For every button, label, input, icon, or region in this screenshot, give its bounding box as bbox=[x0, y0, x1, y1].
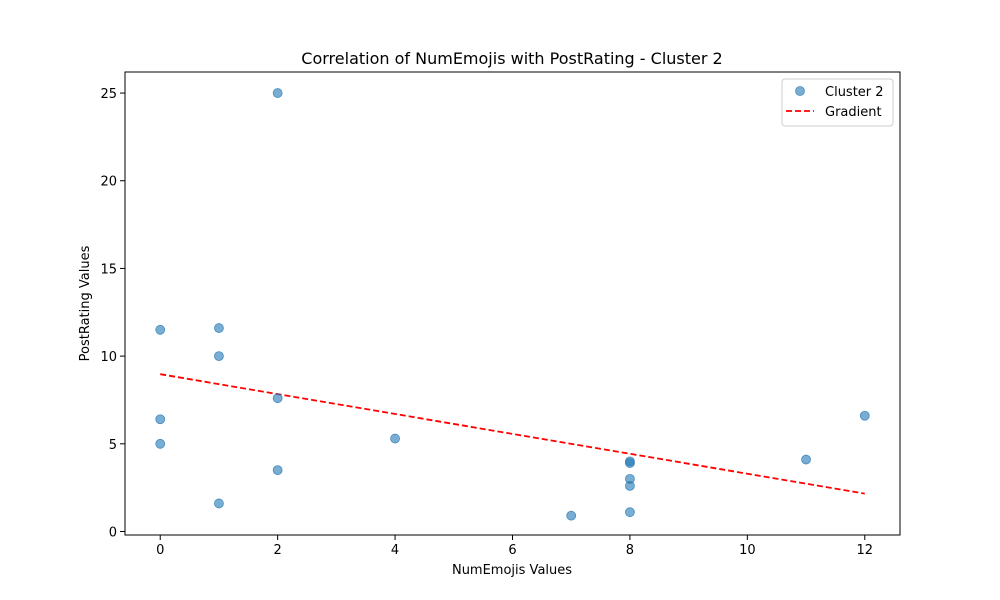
x-tick-label: 4 bbox=[391, 543, 399, 558]
legend-marker-cluster-2 bbox=[795, 86, 805, 96]
chart-title: Correlation of NumEmojis with PostRating… bbox=[301, 49, 722, 68]
scatter-point bbox=[155, 438, 166, 449]
x-tick-label: 12 bbox=[856, 543, 873, 558]
y-axis-ticks: 0 5 10 15 20 25 bbox=[100, 87, 125, 540]
scatter-point bbox=[566, 510, 577, 521]
scatter-point bbox=[272, 393, 283, 404]
x-axis-ticks: 0 2 4 6 8 10 12 bbox=[156, 535, 873, 558]
scatter-point bbox=[625, 507, 635, 518]
x-axis-label: NumEmojis Values bbox=[452, 563, 572, 578]
scatter-point bbox=[272, 88, 283, 98]
scatter-points-layer bbox=[155, 88, 870, 521]
scatter-point bbox=[272, 465, 283, 476]
legend-label-gradient: Gradient bbox=[825, 105, 882, 120]
scatter-point bbox=[859, 410, 870, 421]
scatter-point bbox=[214, 351, 224, 362]
scatter-point bbox=[625, 480, 635, 491]
y-tick-label: 15 bbox=[100, 262, 117, 277]
legend: Cluster 2 Gradient bbox=[781, 78, 894, 127]
plot-area-frame bbox=[124, 71, 901, 536]
scatter-point bbox=[214, 498, 224, 509]
y-tick-label: 25 bbox=[100, 87, 117, 102]
x-tick-label: 2 bbox=[274, 543, 282, 558]
scatter-point bbox=[214, 323, 224, 333]
scatter-point bbox=[390, 433, 400, 444]
legend-label-cluster-2: Cluster 2 bbox=[825, 85, 884, 100]
scatter-point bbox=[155, 414, 166, 425]
y-tick-label: 20 bbox=[100, 175, 117, 190]
x-tick-label: 0 bbox=[156, 543, 164, 558]
x-tick-label: 6 bbox=[508, 543, 516, 558]
scatter-point bbox=[155, 324, 166, 335]
scatter-point bbox=[801, 454, 811, 465]
scatter-point bbox=[625, 458, 635, 468]
x-tick-label: 8 bbox=[626, 543, 634, 558]
y-tick-label: 0 bbox=[109, 525, 117, 540]
legend-box bbox=[781, 78, 894, 127]
y-axis-label: PostRating Values bbox=[78, 245, 93, 361]
y-tick-label: 10 bbox=[100, 350, 117, 365]
x-tick-label: 10 bbox=[739, 543, 756, 558]
y-tick-label: 5 bbox=[109, 438, 117, 453]
